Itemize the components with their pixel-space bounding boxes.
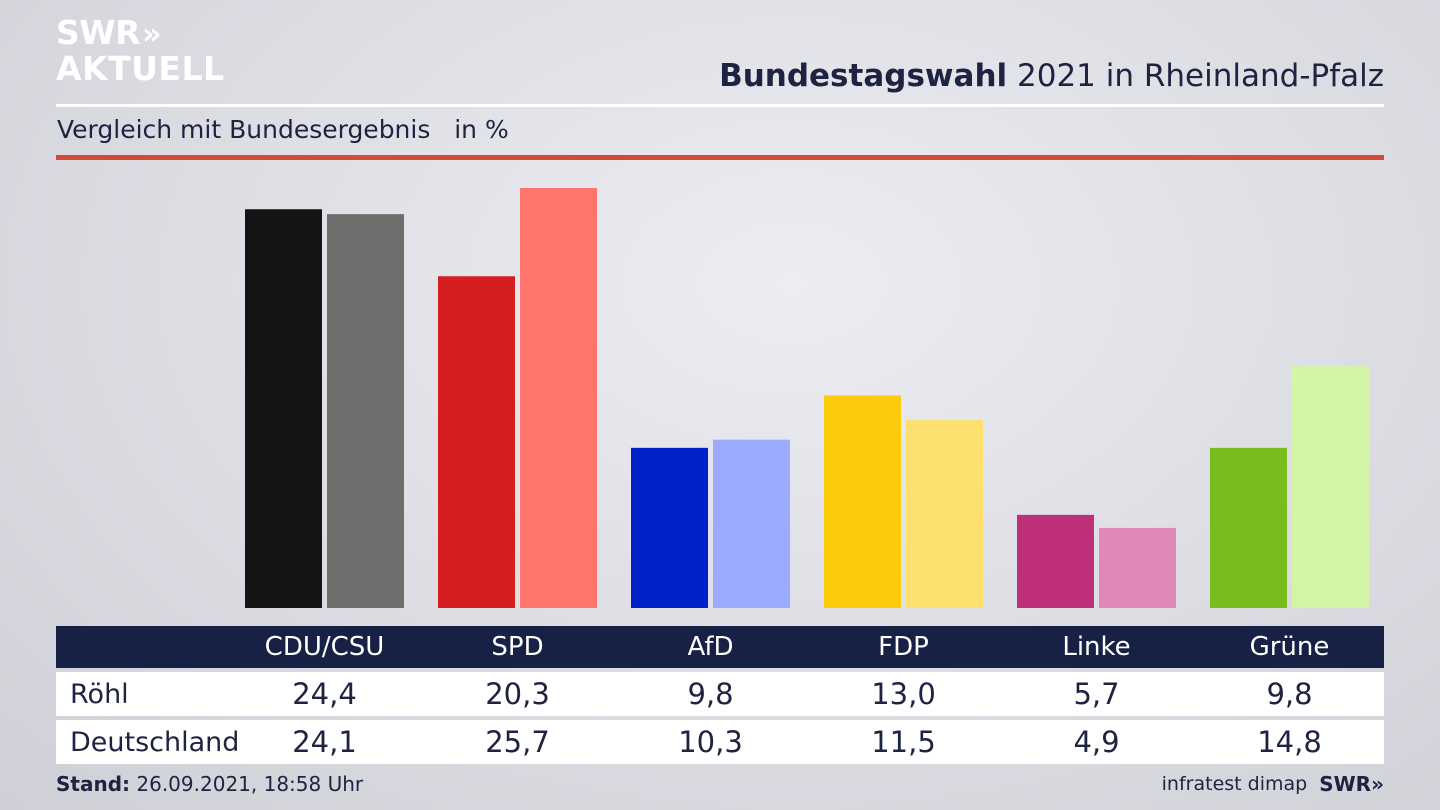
value-afd-deutschland: 10,3 (678, 725, 743, 759)
value-cdu-csu-deutschland: 24,1 (292, 725, 357, 759)
table-header-row: CDU/CSU SPD AfD FDP Linke Grüne (56, 626, 1384, 668)
title-divider (56, 104, 1384, 107)
swr-brand-mark: SWR» (1319, 772, 1384, 796)
row-label-roehl: Röhl (70, 678, 129, 710)
chart-unit: in % (454, 115, 509, 144)
bar-linke-roehl (1017, 514, 1094, 608)
timestamp-label: Stand: (56, 772, 131, 796)
accent-divider (56, 155, 1384, 160)
bar-linke-deutschland (1099, 527, 1176, 608)
value-linke-deutschland: 4,9 (1073, 725, 1120, 759)
logo-text-aktuell: AKTUELL (56, 49, 225, 88)
bar-gruene-roehl (1210, 447, 1287, 608)
bar-chart (245, 188, 1369, 609)
chart-subtitle: Vergleich mit Bundesergebnis in % (57, 115, 509, 144)
column-header-fdp: FDP (878, 632, 929, 662)
value-fdp-deutschland: 11,5 (871, 725, 936, 759)
source-text: infratest dimap (1161, 773, 1308, 795)
value-spd-deutschland: 25,7 (485, 725, 550, 759)
logo-text-swr: SWR (56, 13, 141, 52)
bar-gruene-deutschland (1292, 366, 1369, 608)
results-table: CDU/CSU SPD AfD FDP Linke Grüne Röhl 24,4 20,3… (56, 626, 1384, 764)
column-header-gruene: Grüne (1249, 632, 1330, 662)
page-title-rest: 2021 in Rheinland-Pfalz (1007, 58, 1384, 94)
bar-cdu-csu-deutschland (327, 214, 404, 608)
value-spd-roehl: 20,3 (485, 677, 550, 711)
column-header-spd: SPD (491, 632, 544, 662)
value-gruene-roehl: 9,8 (1266, 677, 1313, 711)
column-header-cdu-csu: CDU/CSU (264, 632, 385, 662)
bar-spd-roehl (438, 276, 515, 608)
bar-fdp-deutschland (906, 420, 983, 608)
page-title: Bundestagswahl 2021 in Rheinland-Pfalz (719, 58, 1384, 94)
table-row-roehl: Röhl 24,4 20,3 9,8 13,0 5,7 9,8 (56, 672, 1384, 716)
value-gruene-deutschland: 14,8 (1257, 725, 1322, 759)
source-credit: infratest dimap SWR» (1162, 772, 1384, 796)
bar-spd-deutschland (520, 188, 597, 608)
bar-afd-roehl (631, 447, 708, 608)
value-linke-roehl: 5,7 (1073, 677, 1120, 711)
bar-cdu-csu-roehl (245, 209, 322, 609)
bar-fdp-roehl (824, 395, 901, 608)
column-header-afd: AfD (687, 632, 734, 662)
value-fdp-roehl: 13,0 (871, 677, 936, 711)
chart-subtitle-text: Vergleich mit Bundesergebnis (57, 115, 431, 144)
page-title-bold: Bundestagswahl (719, 58, 1008, 94)
row-label-deutschland: Deutschland (70, 726, 240, 758)
bar-afd-deutschland (713, 439, 790, 608)
timestamp: Stand: 26.09.2021, 18:58 Uhr (56, 772, 363, 796)
value-cdu-csu-roehl: 24,4 (292, 677, 357, 711)
value-afd-roehl: 9,8 (687, 677, 734, 711)
swr-aktuell-logo: SWR» AKTUELL (56, 16, 225, 85)
column-header-linke: Linke (1062, 632, 1131, 662)
table-row-deutschland: Deutschland 24,1 25,7 10,3 11,5 4,9 14,8 (56, 720, 1384, 764)
timestamp-value: 26.09.2021, 18:58 Uhr (136, 772, 364, 796)
